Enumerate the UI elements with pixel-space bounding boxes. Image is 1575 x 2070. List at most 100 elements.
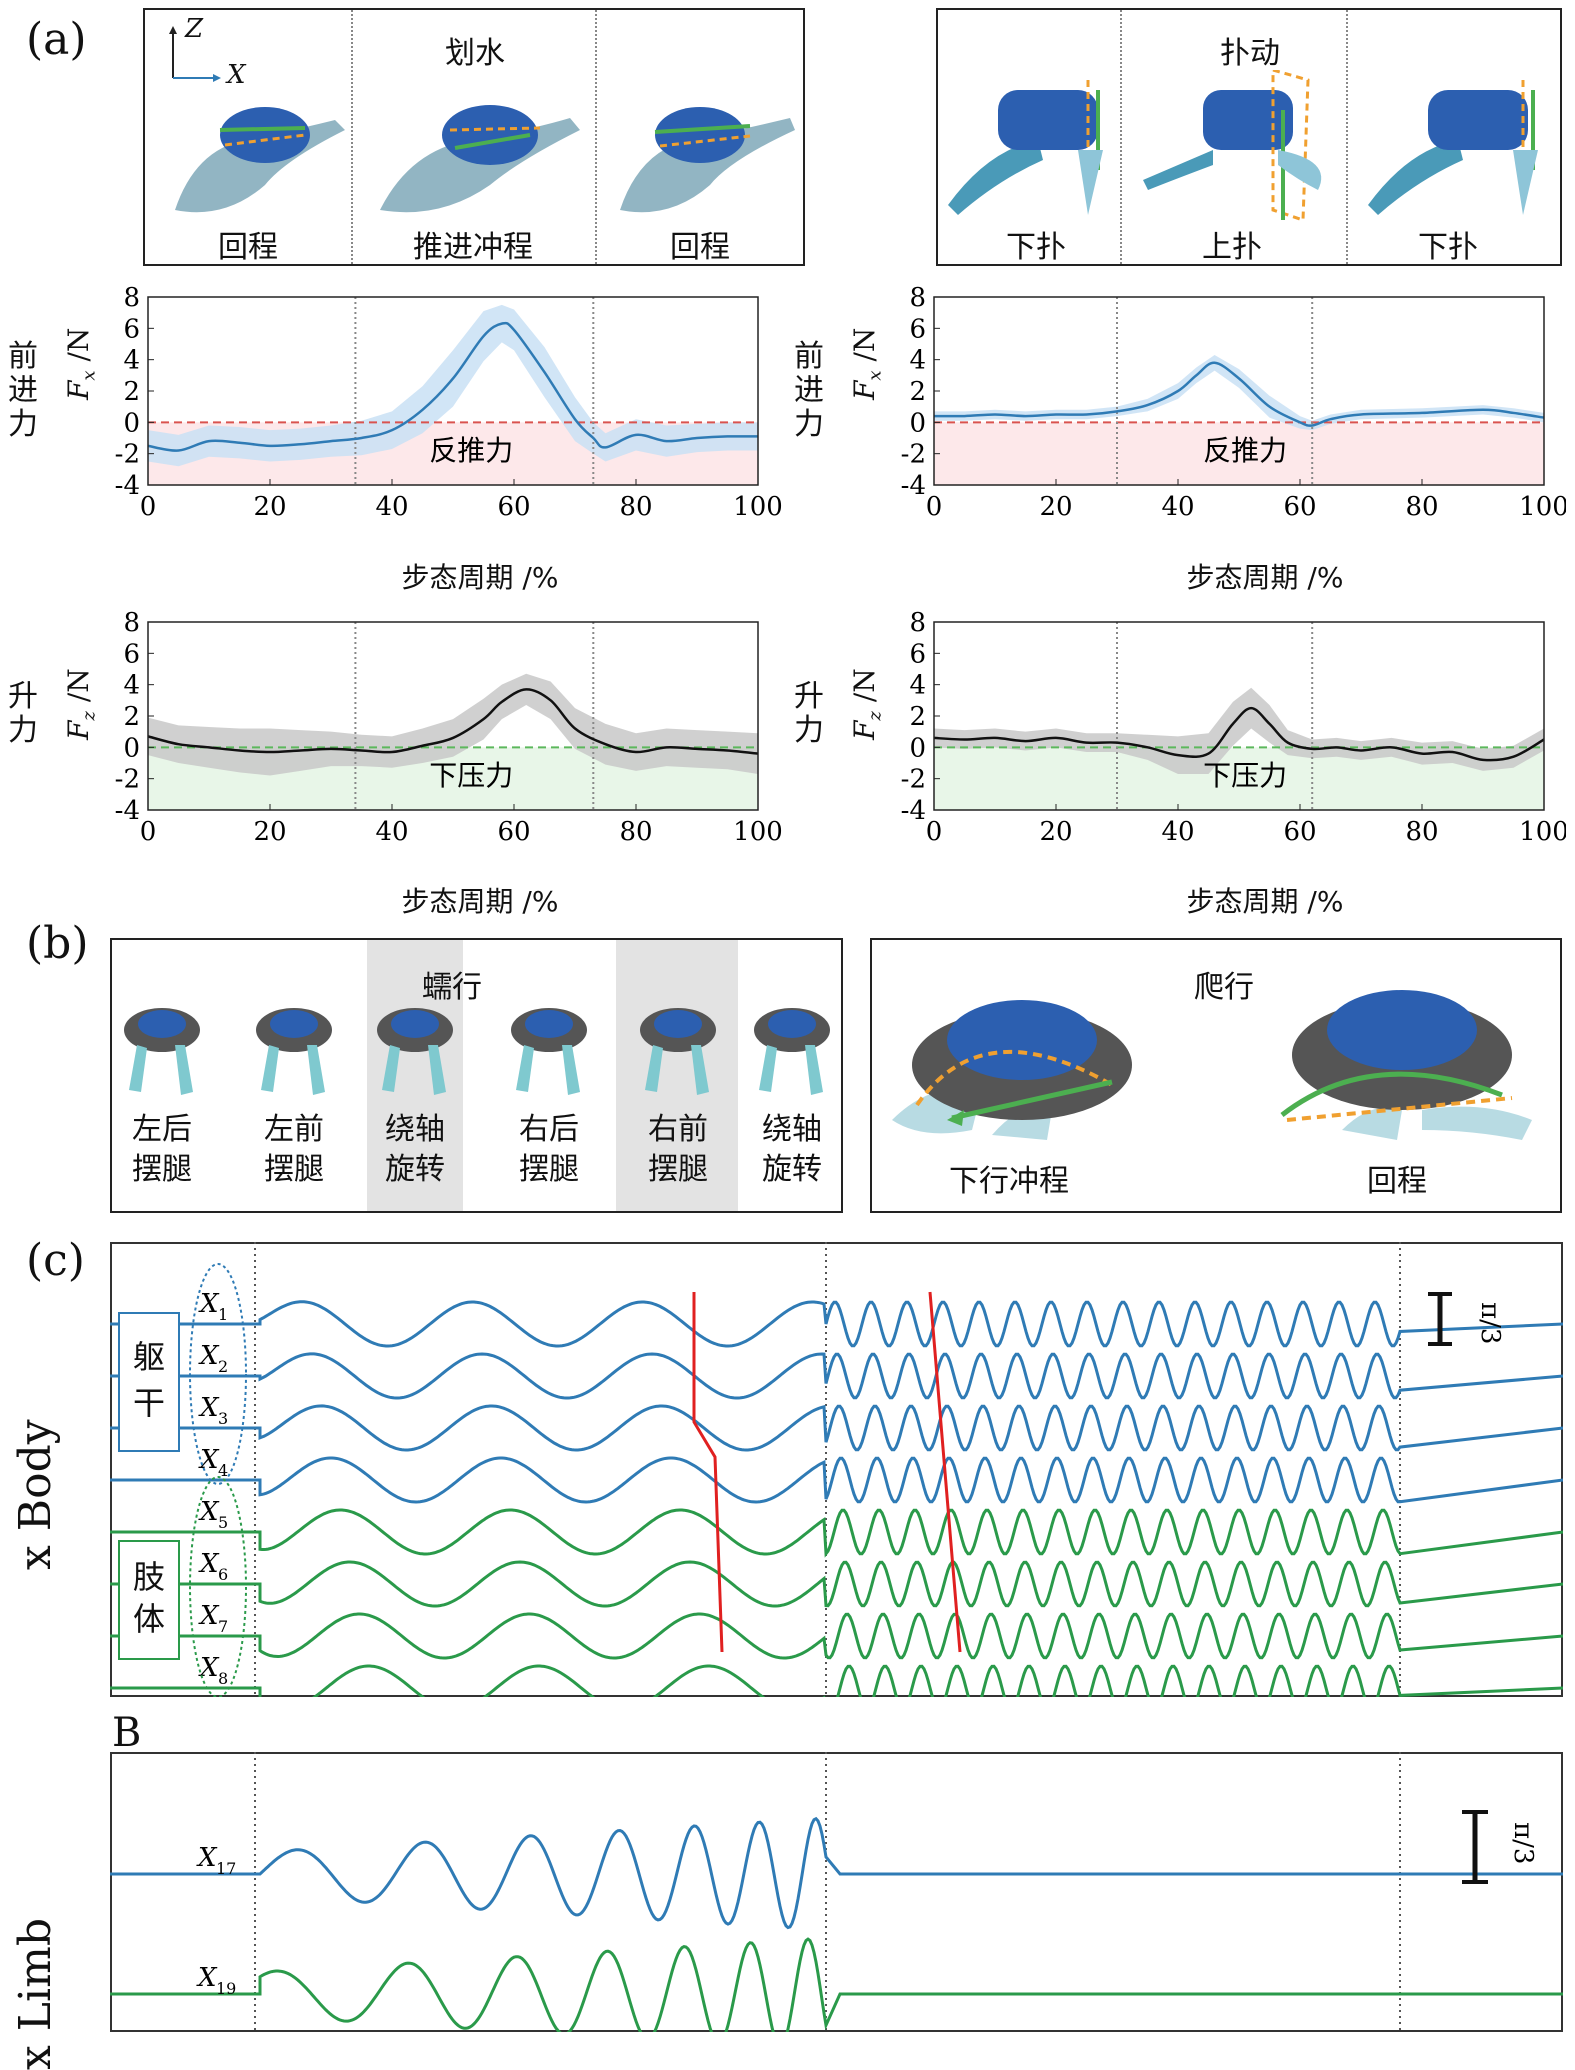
robot-image [256, 1008, 332, 1095]
series-line [147, 688, 759, 755]
channel-subscript: 4 [218, 1461, 228, 1480]
channel-label: X [198, 1289, 220, 1319]
phase-lag-line [692, 1292, 724, 1653]
phase-label: 回程 [218, 230, 278, 265]
step-label: 回程 [1367, 1164, 1427, 1199]
y-tick-label: 8 [909, 610, 926, 638]
body-ylabel: x Body [10, 1419, 61, 1570]
y-tick-label: -2 [115, 765, 140, 795]
x-tick-label: 100 [733, 492, 783, 522]
y-tick-label: -2 [901, 440, 926, 470]
channel-label: X [196, 1963, 218, 1993]
channel-subscript: 1 [218, 1305, 228, 1324]
y-tick-label: 6 [123, 314, 140, 344]
flapping-photo-frame: 扑动 下扑 上扑 下扑 [936, 8, 1562, 266]
oscillator-trace [110, 1937, 1563, 2032]
y-tick-label: 4 [909, 671, 926, 701]
x-tick-label: 80 [1405, 817, 1438, 847]
inching-photo-frame: 蠕行 左后 摆腿 左前 摆腿 绕轴 旋转 右后 摆腿 右前 摆腿 绕轴 旋转 [110, 938, 843, 1213]
oscillator-trace [110, 1664, 1563, 1697]
y-tick-label: -4 [115, 471, 140, 501]
limb-group-label: 肢体 [118, 1540, 180, 1660]
oscillator-trace [110, 1508, 1563, 1558]
limb-group-ellipse [189, 1476, 247, 1697]
x-tick-label: 60 [1283, 817, 1316, 847]
channel-subscript: 17 [216, 1859, 236, 1878]
scale-label: π/3 [1475, 1302, 1505, 1344]
robot-image [948, 80, 1103, 215]
limb-ylabel: x Limb [10, 1918, 61, 2070]
step-label: 右后 摆腿 [519, 1112, 579, 1187]
error-band [934, 687, 1544, 774]
channel-label: X [198, 1549, 220, 1579]
robot-image [620, 107, 795, 213]
region-label: 反推力 [429, 434, 513, 467]
robot-image [640, 1008, 716, 1095]
channel-label: X [198, 1653, 220, 1683]
error-band [934, 354, 1544, 431]
x-tick-label: 20 [1039, 817, 1072, 847]
highlight-band [367, 940, 463, 1211]
fz-ylabel-cn: 升力 [8, 679, 38, 748]
phase-divider [351, 10, 353, 264]
channel-subscript: 3 [218, 1409, 228, 1428]
y-tick-label: -4 [901, 471, 926, 501]
x-tick-label: 40 [375, 492, 408, 522]
body-oscillator-plot: X 1X 2X 3X 4X 5X 6X 7X 8π/3 [110, 1242, 1563, 1697]
series-line [933, 706, 1545, 762]
oscillator-trace [110, 1456, 1563, 1504]
series-line [933, 361, 1545, 427]
x-tick-label: 20 [1039, 492, 1072, 522]
y-tick-label: 2 [123, 702, 140, 732]
y-tick-label: 0 [123, 733, 140, 763]
phase-divider [1346, 10, 1348, 264]
paddling-photo-frame: 划水 Z X 回程 推进冲程 回程 [143, 8, 805, 266]
oscillator-trace [110, 1352, 1563, 1400]
channel-label: X [198, 1445, 220, 1475]
axis-z-label: Z [185, 14, 204, 44]
y-tick-label: 4 [123, 346, 140, 376]
phase-label: 上扑 [1202, 230, 1262, 265]
inching-title: 蠕行 [422, 970, 482, 1005]
robot-image [377, 1008, 453, 1095]
y-tick-label: -2 [901, 765, 926, 795]
fz-ylabel-cn: 升力 [794, 679, 824, 748]
channel-label: X [198, 1341, 220, 1371]
y-tick-label: -4 [901, 796, 926, 826]
oscillator-trace [110, 1816, 1563, 1930]
y-tick-label: 4 [123, 671, 140, 701]
crawl-photo-frame: 爬行 下行冲程 回程 [870, 938, 1562, 1213]
region-label: 下压力 [429, 759, 513, 792]
step-label: 下行冲程 [949, 1164, 1069, 1199]
step-label: 右前 摆腿 [648, 1112, 708, 1187]
y-tick-label: 8 [123, 285, 140, 313]
oscillator-trace [110, 1404, 1563, 1452]
y-tick-label: 4 [909, 346, 926, 376]
y-tick-label: 2 [909, 377, 926, 407]
x-tick-label: 40 [1161, 817, 1194, 847]
phase-label: 下扑 [1006, 230, 1066, 265]
channel-label: X [196, 1843, 218, 1873]
trunk-group-ellipse [189, 1263, 247, 1485]
phase-divider [595, 10, 597, 264]
subfigure-b-label: B [112, 1710, 142, 1756]
y-tick-label: 6 [123, 639, 140, 669]
oscillator-trace [110, 1560, 1563, 1608]
x-tick-label: 40 [375, 817, 408, 847]
robot-image [511, 1008, 587, 1095]
fx-ylabel-cn: 前进力 [8, 339, 38, 442]
robot-image [892, 1000, 1132, 1140]
phase-divider [1120, 10, 1122, 264]
y-tick-label: -2 [115, 440, 140, 470]
x-tick-label: 60 [1283, 492, 1316, 522]
x-tick-label: 60 [497, 492, 530, 522]
channel-subscript: 5 [218, 1513, 228, 1532]
oscillator-trace [110, 1300, 1563, 1348]
robot-image [1368, 80, 1538, 215]
flapping-title: 扑动 [1220, 36, 1280, 71]
y-tick-label: 0 [909, 733, 926, 763]
x-tick-label: 80 [1405, 492, 1438, 522]
error-band [148, 304, 758, 467]
x-tick-label: 20 [253, 817, 286, 847]
